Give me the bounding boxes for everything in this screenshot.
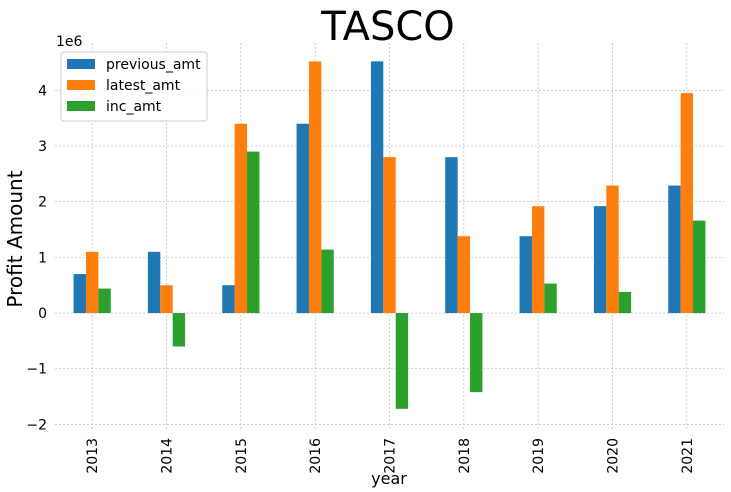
x-tick-label: 2020 xyxy=(606,438,622,474)
x-tick-label: 2013 xyxy=(85,438,101,474)
x-tick-label: 2014 xyxy=(160,438,176,474)
bar-latest_amt xyxy=(457,236,471,314)
bar-previous_amt xyxy=(370,61,384,314)
y-offset-label: 1e6 xyxy=(56,34,83,50)
bar-latest_amt xyxy=(160,285,173,314)
bar-inc_amt xyxy=(395,313,409,409)
y-tick-label: −2 xyxy=(26,417,47,433)
y-tick-label: 1 xyxy=(38,250,47,266)
x-axis-label: year xyxy=(371,469,407,488)
bar-inc_amt xyxy=(247,151,260,314)
x-tick-label: 2021 xyxy=(680,438,696,474)
bars xyxy=(73,61,706,409)
bar-inc_amt xyxy=(98,288,111,314)
x-tick-label: 2017 xyxy=(383,438,399,474)
bar-previous_amt xyxy=(445,157,458,314)
legend-frame xyxy=(60,51,208,122)
bar-previous_amt xyxy=(593,206,607,314)
bar-previous_amt xyxy=(147,251,161,314)
bar-latest_amt xyxy=(234,123,248,314)
bar-inc_amt xyxy=(172,313,186,347)
bar-latest_amt xyxy=(531,206,545,314)
bar-previous_amt xyxy=(519,236,532,314)
bar-inc_amt xyxy=(693,220,706,314)
bar-previous_amt xyxy=(668,185,681,314)
x-ticks: 2013 2014 2015 2016 2017 2018 2019 2020 2021 xyxy=(85,438,696,474)
legend-swatch xyxy=(67,101,95,111)
legend-swatch xyxy=(67,80,95,90)
bar-previous_amt xyxy=(73,274,86,314)
bar-latest_amt xyxy=(680,93,694,314)
bar-inc_amt xyxy=(321,249,334,314)
bar-latest_amt xyxy=(308,61,322,314)
x-tick-label: 2019 xyxy=(531,438,547,474)
bar-latest_amt xyxy=(383,157,396,314)
legend-label: latest_amt xyxy=(106,78,181,94)
bar-latest_amt xyxy=(606,185,619,314)
bar-inc_amt xyxy=(544,283,557,314)
y-axis-label: Profit Amount xyxy=(3,170,27,307)
x-tick-label: 2018 xyxy=(457,438,473,474)
x-tick-label: 2015 xyxy=(234,438,250,474)
legend: previous_amt latest_amt inc_amt xyxy=(60,51,208,122)
bar-previous_amt xyxy=(296,123,309,314)
y-tick-label: 4 xyxy=(38,83,47,99)
y-tick-label: 3 xyxy=(38,139,47,155)
y-tick-label: 2 xyxy=(38,195,47,211)
bar-latest_amt xyxy=(85,251,99,314)
x-tick-label: 2016 xyxy=(308,438,324,474)
y-ticks: −2 −1 0 1 2 3 4 xyxy=(26,83,47,433)
legend-swatch xyxy=(67,59,95,69)
bar-inc_amt xyxy=(470,313,483,393)
legend-label: inc_amt xyxy=(106,99,162,115)
legend-label: previous_amt xyxy=(106,57,201,73)
bar-previous_amt xyxy=(222,285,235,314)
chart-title: TASCO xyxy=(320,4,455,50)
y-tick-label: 0 xyxy=(38,306,47,322)
bar-inc_amt xyxy=(618,291,632,314)
y-tick-label: −1 xyxy=(26,362,47,378)
